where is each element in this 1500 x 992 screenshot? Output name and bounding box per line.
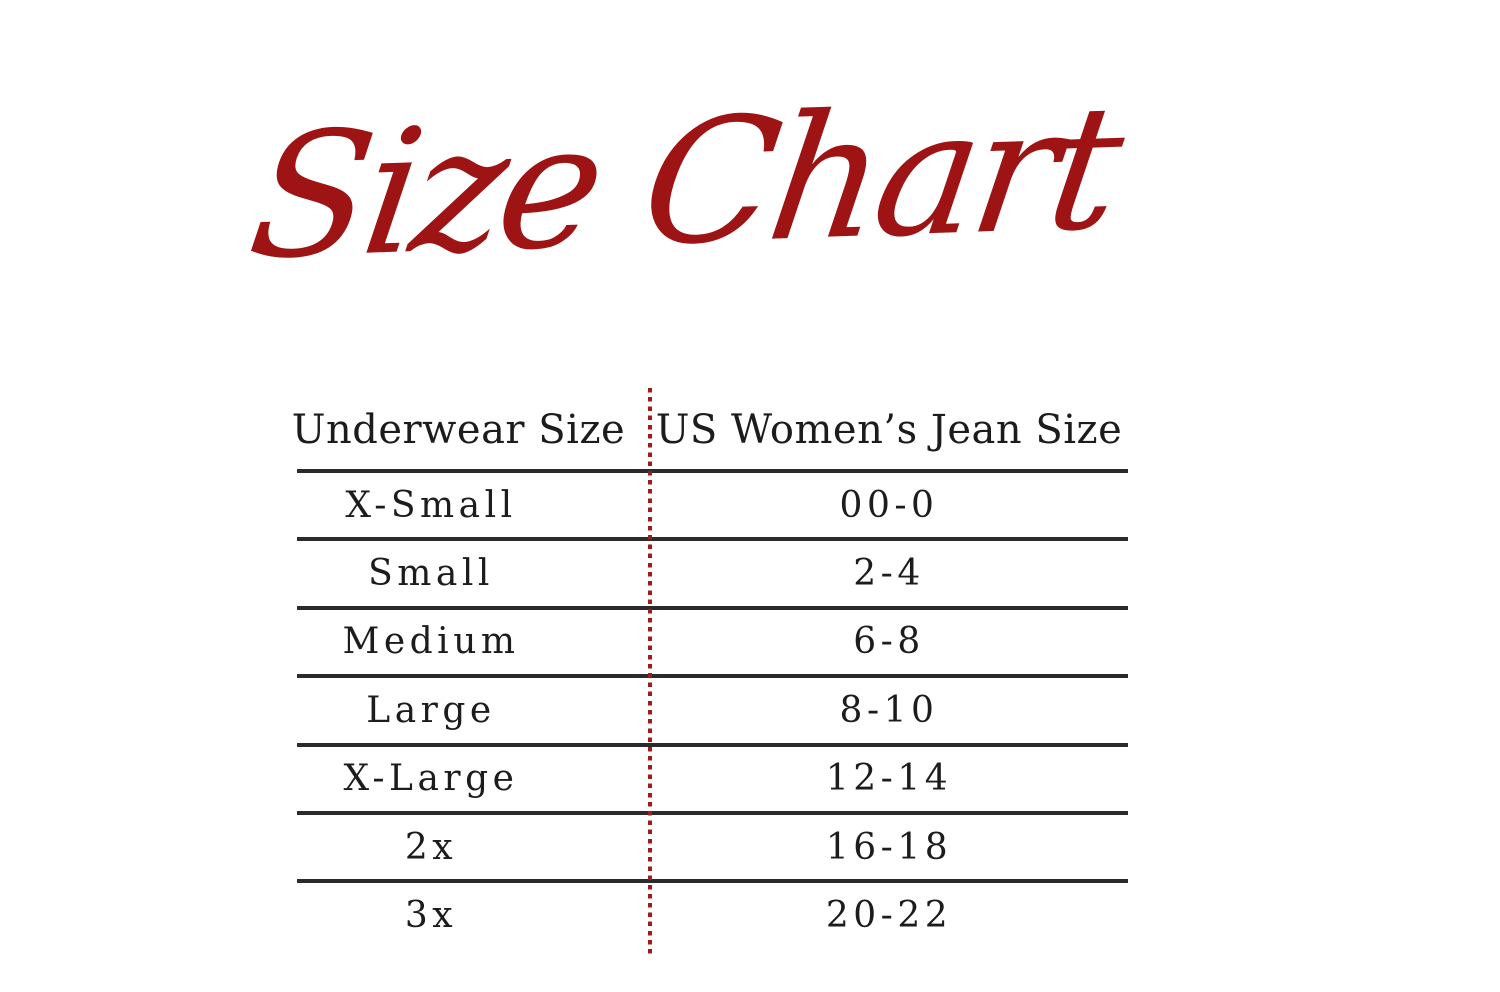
jean-size-value: 8-10	[839, 689, 939, 731]
underwear-size-value: Small	[368, 553, 494, 595]
table-header-row: Underwear Size US Women’s Jean Size	[291, 390, 1128, 469]
table-row: 3x 20-22	[297, 879, 1128, 947]
jean-size-value: 16-18	[825, 826, 953, 868]
underwear-size-value: X-Large	[343, 758, 519, 800]
jean-size-value: 12-14	[825, 758, 953, 800]
jean-size-value: 20-22	[825, 895, 953, 937]
table-row: Medium 6-8	[297, 605, 1128, 674]
underwear-size-value: 3x	[404, 895, 458, 937]
table-row: X-Large 12-14	[297, 742, 1128, 811]
size-table: Underwear Size US Women’s Jean Size X-Sm…	[291, 388, 1128, 956]
table-row: X-Small 00-0	[297, 469, 1128, 537]
header-underwear-size: Underwear Size	[291, 406, 626, 453]
size-chart-title: Size Chart	[239, 67, 1129, 298]
table-row: Small 2-4	[297, 537, 1128, 605]
jean-size-value: 2-4	[853, 553, 925, 595]
underwear-size-value: X-Small	[345, 484, 517, 526]
header-jean-size: US Women’s Jean Size	[655, 406, 1123, 453]
column-divider-dotted-line	[648, 388, 652, 956]
jean-size-value: 00-0	[839, 484, 939, 526]
underwear-size-value: Medium	[342, 621, 520, 663]
underwear-size-value: Large	[366, 689, 496, 731]
table-row: 2x 16-18	[297, 810, 1128, 879]
table-row: Large 8-10	[297, 674, 1128, 742]
underwear-size-value: 2x	[404, 826, 458, 868]
jean-size-value: 6-8	[853, 621, 925, 663]
